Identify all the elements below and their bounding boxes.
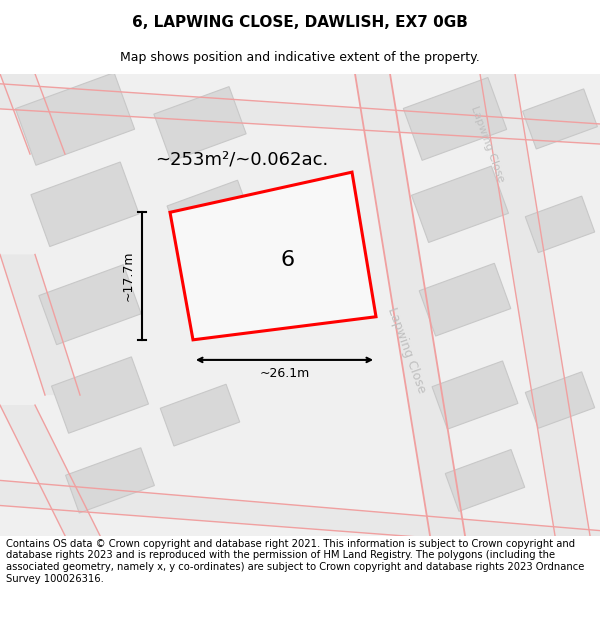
Polygon shape (419, 263, 511, 336)
Polygon shape (445, 449, 525, 511)
Polygon shape (160, 384, 240, 446)
Polygon shape (403, 78, 506, 161)
Text: 6, LAPWING CLOSE, DAWLISH, EX7 0GB: 6, LAPWING CLOSE, DAWLISH, EX7 0GB (132, 14, 468, 29)
Polygon shape (0, 74, 600, 536)
Polygon shape (480, 74, 590, 536)
Text: ~253m²/~0.062ac.: ~253m²/~0.062ac. (155, 150, 329, 168)
Polygon shape (170, 172, 376, 340)
Polygon shape (65, 448, 154, 513)
Polygon shape (523, 89, 598, 149)
Polygon shape (0, 74, 65, 154)
Polygon shape (16, 72, 134, 165)
Polygon shape (39, 265, 141, 344)
Polygon shape (167, 180, 253, 248)
Polygon shape (432, 361, 518, 429)
Polygon shape (0, 84, 600, 144)
Polygon shape (412, 166, 508, 242)
Polygon shape (526, 196, 595, 252)
Polygon shape (52, 357, 148, 433)
Polygon shape (0, 405, 100, 536)
Text: Lapwing Close: Lapwing Close (469, 104, 505, 184)
Polygon shape (0, 481, 600, 551)
Text: ~26.1m: ~26.1m (259, 368, 310, 381)
Text: Lapwing Close: Lapwing Close (385, 305, 428, 394)
Polygon shape (355, 74, 465, 536)
Polygon shape (154, 87, 246, 161)
Polygon shape (526, 372, 595, 428)
Text: 6: 6 (281, 250, 295, 270)
Text: ~17.7m: ~17.7m (121, 251, 134, 301)
Text: Contains OS data © Crown copyright and database right 2021. This information is : Contains OS data © Crown copyright and d… (6, 539, 584, 584)
Polygon shape (0, 254, 80, 395)
Polygon shape (31, 162, 139, 246)
Text: Map shows position and indicative extent of the property.: Map shows position and indicative extent… (120, 51, 480, 64)
